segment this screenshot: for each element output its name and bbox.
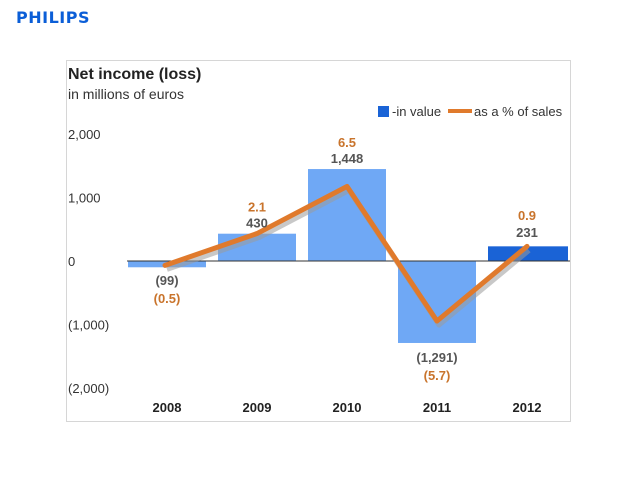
label-value-2009: 430: [246, 216, 268, 231]
legend-bar-swatch: [378, 106, 389, 117]
label-pct-2010: 6.5: [338, 135, 356, 150]
x-tick-2009: 2009: [243, 400, 272, 415]
x-tick-2008: 2008: [153, 400, 182, 415]
label-pct-2009: 2.1: [248, 200, 266, 215]
label-pct-2011: (5.7): [424, 368, 451, 383]
legend-line-label: as a % of sales: [474, 104, 563, 119]
x-tick-2011: 2011: [423, 400, 451, 415]
label-pct-2012: 0.9: [518, 208, 536, 223]
chart-legend: -in value as a % of sales: [378, 104, 563, 119]
x-tick-2012: 2012: [513, 400, 542, 415]
chart-title: Net income (loss): [68, 66, 202, 83]
label-value-2008: (99): [155, 273, 178, 288]
x-tick-2010: 2010: [333, 400, 362, 415]
y-tick-label-2: 0: [68, 254, 75, 269]
philips-logo: PHILIPS: [16, 8, 90, 27]
chart-subtitle: in millions of euros: [68, 86, 184, 102]
label-value-2011: (1,291): [416, 350, 457, 365]
label-value-2012: 231: [516, 225, 538, 240]
legend-bar-label: -in value: [392, 104, 441, 119]
y-tick-label-1: 1,000: [68, 191, 101, 206]
y-tick-label-3: (1,000): [68, 318, 109, 333]
label-pct-2008: (0.5): [154, 291, 181, 306]
y-tick-label-4: (2,000): [68, 381, 109, 396]
x-axis: 2008 2009 2010 2011 2012: [153, 400, 542, 415]
y-tick-label-0: 2,000: [68, 127, 101, 142]
bar-2010: [308, 169, 386, 261]
label-value-2010: 1,448: [331, 151, 364, 166]
y-axis: 2,000 1,000 0 (1,000) (2,000): [68, 127, 109, 396]
line-series: [162, 183, 531, 328]
